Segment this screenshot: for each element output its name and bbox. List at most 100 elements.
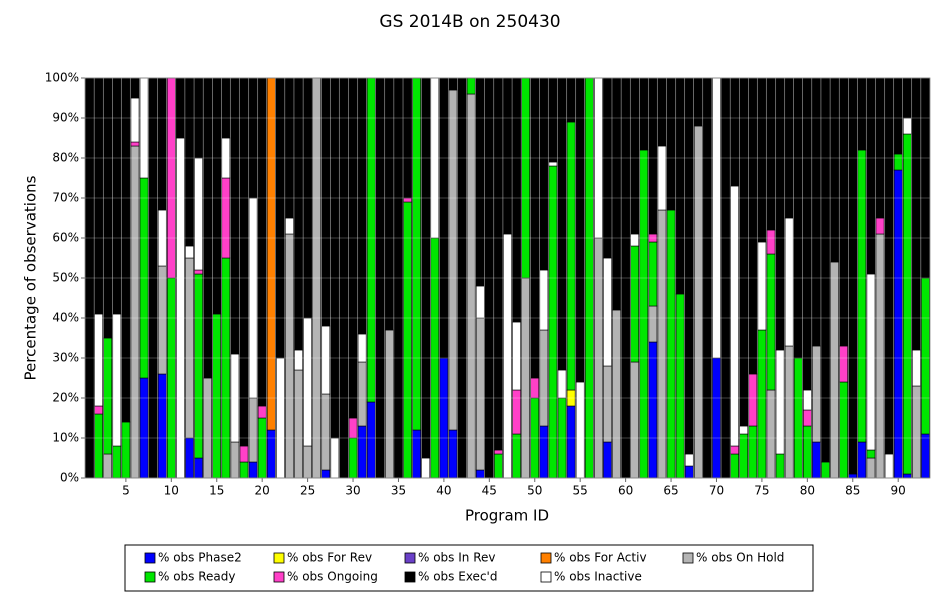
bar-segment bbox=[748, 373, 758, 427]
bar-segment bbox=[603, 257, 612, 367]
bar-segment bbox=[130, 141, 140, 147]
bar-segment bbox=[830, 261, 839, 479]
bar-segment bbox=[421, 457, 431, 479]
bar-segment bbox=[630, 361, 640, 479]
bar-segment bbox=[285, 217, 294, 235]
bar-segment bbox=[612, 77, 621, 311]
bar-segment bbox=[548, 77, 558, 163]
bar-segment bbox=[403, 197, 412, 203]
x-tick-label: 90 bbox=[891, 484, 906, 498]
bar-segment bbox=[103, 77, 113, 339]
legend-label: % obs Ongoing bbox=[287, 570, 378, 584]
bar-segment bbox=[403, 77, 412, 199]
bar-segment bbox=[921, 77, 930, 279]
bar-segment bbox=[757, 241, 767, 331]
bar-segment bbox=[348, 77, 358, 419]
bar-segment bbox=[921, 277, 930, 435]
x-tick-label: 45 bbox=[482, 484, 497, 498]
bar-segment bbox=[793, 357, 803, 479]
bar-segment bbox=[357, 425, 367, 479]
bar-segment bbox=[212, 77, 222, 315]
legend-box bbox=[124, 544, 814, 592]
bar-segment bbox=[666, 77, 676, 211]
bar-segment bbox=[494, 453, 503, 479]
x-tick-label: 15 bbox=[209, 484, 224, 498]
bar-segment bbox=[657, 145, 667, 211]
bar-segment bbox=[730, 445, 739, 455]
bar-segment bbox=[557, 77, 567, 371]
bar-segment bbox=[739, 77, 749, 427]
bar-segment bbox=[648, 77, 658, 235]
bar-segment bbox=[512, 321, 521, 391]
bar-segment bbox=[176, 77, 185, 139]
bar-segment bbox=[112, 445, 122, 479]
y-tick-label: 60% bbox=[52, 231, 79, 245]
bar-segment bbox=[139, 377, 149, 479]
bar-segment bbox=[248, 197, 258, 399]
x-tick-label: 55 bbox=[573, 484, 588, 498]
y-axis-label: Percentage of observations bbox=[22, 175, 40, 380]
x-tick-label: 5 bbox=[122, 484, 130, 498]
bar-segment bbox=[757, 77, 767, 243]
bar-segment bbox=[539, 425, 549, 479]
bar-segment bbox=[257, 77, 267, 407]
bar-segment bbox=[294, 369, 303, 479]
legend-label: % obs Exec'd bbox=[418, 570, 497, 584]
bar-segment bbox=[276, 77, 285, 359]
bar-segment bbox=[94, 405, 103, 415]
bar-segment bbox=[466, 77, 476, 95]
plot-border bbox=[84, 77, 931, 479]
bar-segment bbox=[748, 77, 758, 375]
bar-segment bbox=[321, 393, 331, 471]
bar-segment bbox=[693, 77, 703, 127]
legend-swatch bbox=[144, 571, 156, 583]
bar-segment bbox=[566, 121, 576, 391]
bar-segment bbox=[248, 397, 258, 463]
bar-segment bbox=[793, 77, 803, 359]
bar-segment bbox=[893, 169, 903, 479]
bar-segment bbox=[112, 313, 122, 447]
bar-segment bbox=[330, 77, 340, 439]
bar-segment bbox=[684, 465, 694, 479]
y-tick-label: 20% bbox=[52, 391, 79, 405]
bar-segment bbox=[112, 77, 122, 315]
bar-segment bbox=[821, 77, 830, 463]
bar-segment bbox=[494, 77, 503, 451]
bar-segment bbox=[176, 137, 185, 479]
bar-segment bbox=[866, 77, 876, 275]
bar-segment bbox=[766, 77, 776, 231]
x-tick-label: 35 bbox=[391, 484, 406, 498]
bar-segment bbox=[321, 77, 331, 327]
bar-segment bbox=[185, 437, 194, 479]
bar-segment bbox=[648, 341, 658, 479]
bar-segment bbox=[648, 305, 658, 343]
legend-swatch bbox=[273, 552, 285, 564]
bar-segment bbox=[730, 77, 739, 187]
bar-segment bbox=[303, 317, 312, 447]
bar-segment bbox=[603, 365, 612, 443]
bar-segment bbox=[902, 133, 912, 475]
bar-segment bbox=[157, 373, 167, 479]
bar-segment bbox=[448, 89, 458, 431]
bar-segment bbox=[385, 77, 394, 331]
bar-segment bbox=[421, 77, 431, 459]
bar-segment bbox=[130, 97, 140, 143]
bar-segment bbox=[757, 329, 767, 479]
bar-segment bbox=[739, 425, 749, 435]
bar-segment bbox=[212, 313, 222, 479]
bar-segment bbox=[230, 441, 240, 479]
y-tick-label: 10% bbox=[52, 431, 79, 445]
bar-segment bbox=[784, 77, 794, 219]
legend-label: % obs For Activ bbox=[554, 551, 647, 565]
bar-segment bbox=[684, 77, 694, 455]
bar-segment bbox=[675, 77, 685, 295]
bar-segment bbox=[366, 401, 376, 479]
bar-segment bbox=[130, 77, 140, 99]
legend-label: % obs On Hold bbox=[696, 551, 784, 565]
bar-segment bbox=[366, 77, 376, 403]
bar-segment bbox=[675, 293, 685, 479]
bar-segment bbox=[748, 425, 758, 479]
bar-segment bbox=[194, 273, 203, 459]
bar-segment bbox=[266, 77, 276, 431]
bar-segment bbox=[94, 413, 103, 479]
